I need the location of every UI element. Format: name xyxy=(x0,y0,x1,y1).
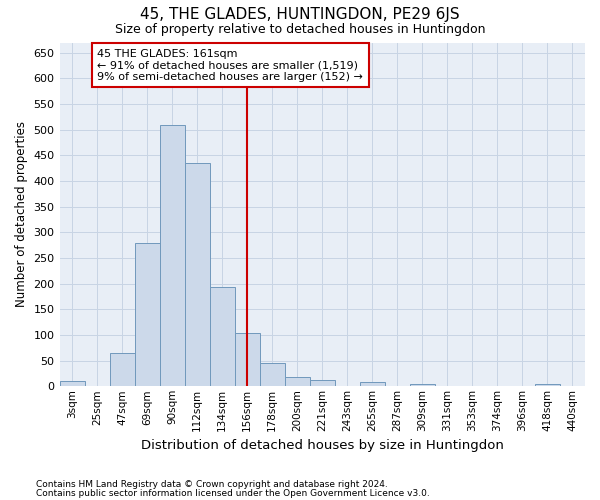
Bar xyxy=(185,163,209,386)
Bar xyxy=(535,384,560,386)
Bar xyxy=(410,384,435,386)
Text: 45, THE GLADES, HUNTINGDON, PE29 6JS: 45, THE GLADES, HUNTINGDON, PE29 6JS xyxy=(140,8,460,22)
Text: Size of property relative to detached houses in Huntingdon: Size of property relative to detached ho… xyxy=(115,22,485,36)
Bar xyxy=(310,380,335,386)
Bar xyxy=(235,334,260,386)
Text: 45 THE GLADES: 161sqm
← 91% of detached houses are smaller (1,519)
9% of semi-de: 45 THE GLADES: 161sqm ← 91% of detached … xyxy=(97,48,363,82)
Bar xyxy=(260,362,285,386)
X-axis label: Distribution of detached houses by size in Huntingdon: Distribution of detached houses by size … xyxy=(141,440,504,452)
Bar xyxy=(160,124,185,386)
Y-axis label: Number of detached properties: Number of detached properties xyxy=(15,122,28,308)
Bar xyxy=(209,287,235,386)
Text: Contains public sector information licensed under the Open Government Licence v3: Contains public sector information licen… xyxy=(36,488,430,498)
Bar xyxy=(360,382,385,386)
Text: Contains HM Land Registry data © Crown copyright and database right 2024.: Contains HM Land Registry data © Crown c… xyxy=(36,480,388,489)
Bar xyxy=(134,242,160,386)
Bar xyxy=(110,353,134,386)
Bar xyxy=(285,377,310,386)
Bar xyxy=(59,381,85,386)
